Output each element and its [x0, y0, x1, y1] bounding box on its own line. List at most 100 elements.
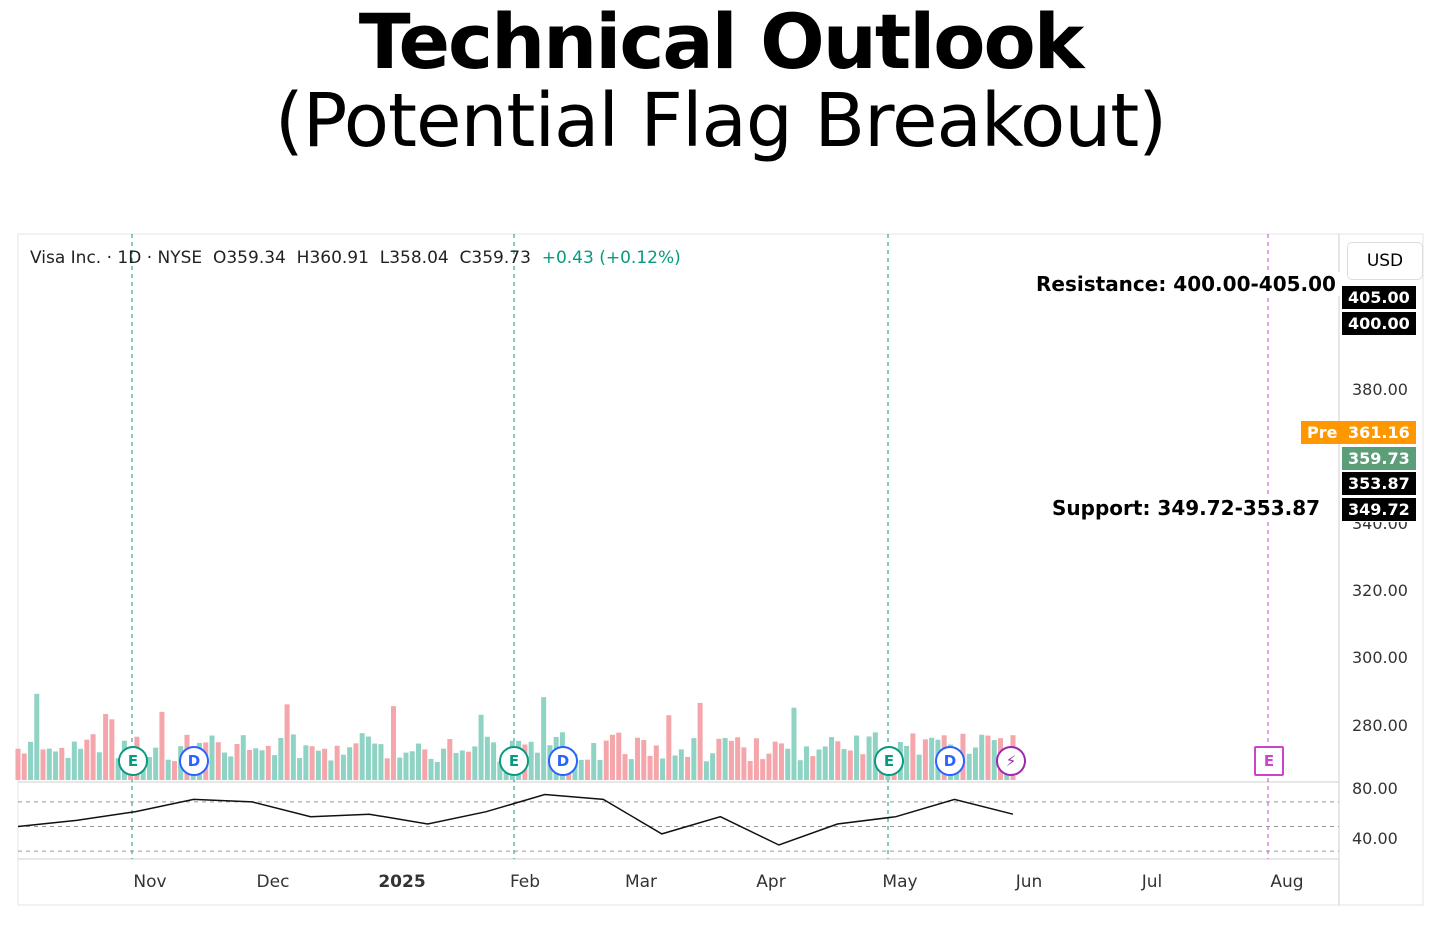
volume-bar [703, 761, 709, 780]
support-annotation: Support: 349.72-353.87 [1048, 496, 1325, 520]
volume-bar [753, 738, 759, 780]
rsi-line [17, 793, 1014, 846]
volume-bar [434, 761, 440, 780]
x-tick-label: Nov [133, 872, 167, 892]
dividend-event-icon[interactable]: D [548, 746, 578, 776]
y-tick-label: 320.00 [1352, 581, 1408, 600]
volume-bar [910, 733, 916, 780]
premarket-tag: Pre [1301, 421, 1344, 444]
volume-bar [96, 752, 102, 780]
dividend-event-icon[interactable]: D [179, 746, 209, 776]
volume-bar [810, 756, 816, 780]
volume-bar [340, 754, 346, 780]
volume-bar [259, 750, 265, 780]
volume-bar [115, 758, 121, 780]
volume-bar [372, 743, 378, 780]
volume-bar [403, 752, 409, 780]
volume-bar [603, 740, 609, 780]
volume-bar [660, 758, 666, 780]
x-tick-label: Dec [256, 872, 290, 892]
volume-bar [866, 736, 872, 780]
legend-open: O359.34 [212, 248, 286, 268]
x-tick-label: Mar [624, 872, 658, 892]
volume-bar [966, 753, 972, 780]
chart-legend: Visa Inc. · 1D · NYSE O359.34 H360.91 L3… [30, 248, 681, 268]
volume-bar [628, 759, 634, 780]
volume-bar [40, 749, 46, 780]
volume-bar [816, 749, 822, 780]
upcoming-earnings-icon[interactable]: E [1254, 746, 1284, 776]
currency-button[interactable]: USD [1347, 242, 1423, 280]
volume-bar [922, 739, 928, 780]
volume-bar [397, 757, 403, 780]
volume-bar [328, 760, 334, 780]
volume-bar [685, 756, 691, 780]
dividend-event-icon[interactable]: D [935, 746, 965, 776]
volume-bar [710, 753, 716, 780]
volume-bar [591, 743, 597, 780]
volume-bar [247, 749, 253, 780]
x-tick-label: Jun [1015, 872, 1043, 892]
volume-bar [735, 737, 741, 780]
volume-bar [378, 744, 384, 780]
volume-bar [778, 743, 784, 780]
volume-bar [497, 761, 503, 780]
volume-bar [90, 734, 96, 780]
volume-bar [822, 746, 828, 780]
volume-bar [985, 735, 991, 780]
earnings-event-icon[interactable]: E [874, 746, 904, 776]
flash-event-icon[interactable]: ⚡ [996, 746, 1026, 776]
volume-bar [541, 697, 547, 780]
earnings-event-icon[interactable]: E [118, 746, 148, 776]
volume-bar [265, 745, 271, 780]
volume-bar [21, 753, 27, 780]
volume-bar [772, 741, 778, 780]
x-tick-label: 2025 [378, 872, 426, 892]
x-tick-label: Apr [756, 872, 786, 892]
price-label-405: 405.00 [1342, 286, 1416, 309]
rsi-tick-label: 40.00 [1352, 829, 1398, 848]
price-label-400: 400.00 [1342, 312, 1416, 335]
volume-bar [353, 743, 359, 780]
volume-bar [672, 755, 678, 780]
volume-bar [309, 746, 315, 780]
x-tick-label: Aug [1270, 872, 1304, 892]
volume-bar [722, 738, 728, 780]
volume-bar [716, 738, 722, 780]
price-label-349: 349.72 [1342, 498, 1416, 521]
page-title: Technical Outlook [358, 0, 1085, 86]
earnings-event-icon[interactable]: E [499, 746, 529, 776]
resistance-annotation: Resistance: 400.00-405.00 [1032, 272, 1340, 296]
volume-bar [297, 758, 303, 780]
x-tick-label: Feb [509, 872, 541, 892]
volume-bar [741, 747, 747, 780]
premarket-price-label: 361.16 [1342, 421, 1416, 444]
volume-bar [284, 704, 290, 780]
volume-bar [290, 734, 296, 780]
volume-bar [635, 737, 641, 780]
volume-bar [390, 706, 396, 780]
volume-bar [228, 756, 234, 780]
volume-bar [478, 714, 484, 780]
volume-bar [904, 745, 910, 780]
volume-bar [916, 754, 922, 780]
volume-bar [146, 757, 152, 780]
volume-bar [860, 754, 866, 780]
volume-bar [322, 748, 328, 780]
volume-bar [791, 707, 797, 780]
x-tick-label: May [882, 872, 918, 892]
volume-bar [647, 755, 653, 780]
volume-bar [171, 761, 177, 780]
volume-bar [34, 693, 40, 780]
volume-bar [447, 739, 453, 780]
last-price-label: 359.73 [1342, 447, 1416, 470]
volume-bar [616, 732, 622, 780]
price-label-353: 353.87 [1342, 472, 1416, 495]
volume-bar [491, 742, 497, 780]
volume-bar [829, 737, 835, 780]
volume-bar [441, 748, 447, 780]
volume-bar [991, 740, 997, 780]
volume-bar [785, 748, 791, 780]
volume-bar [53, 751, 59, 780]
